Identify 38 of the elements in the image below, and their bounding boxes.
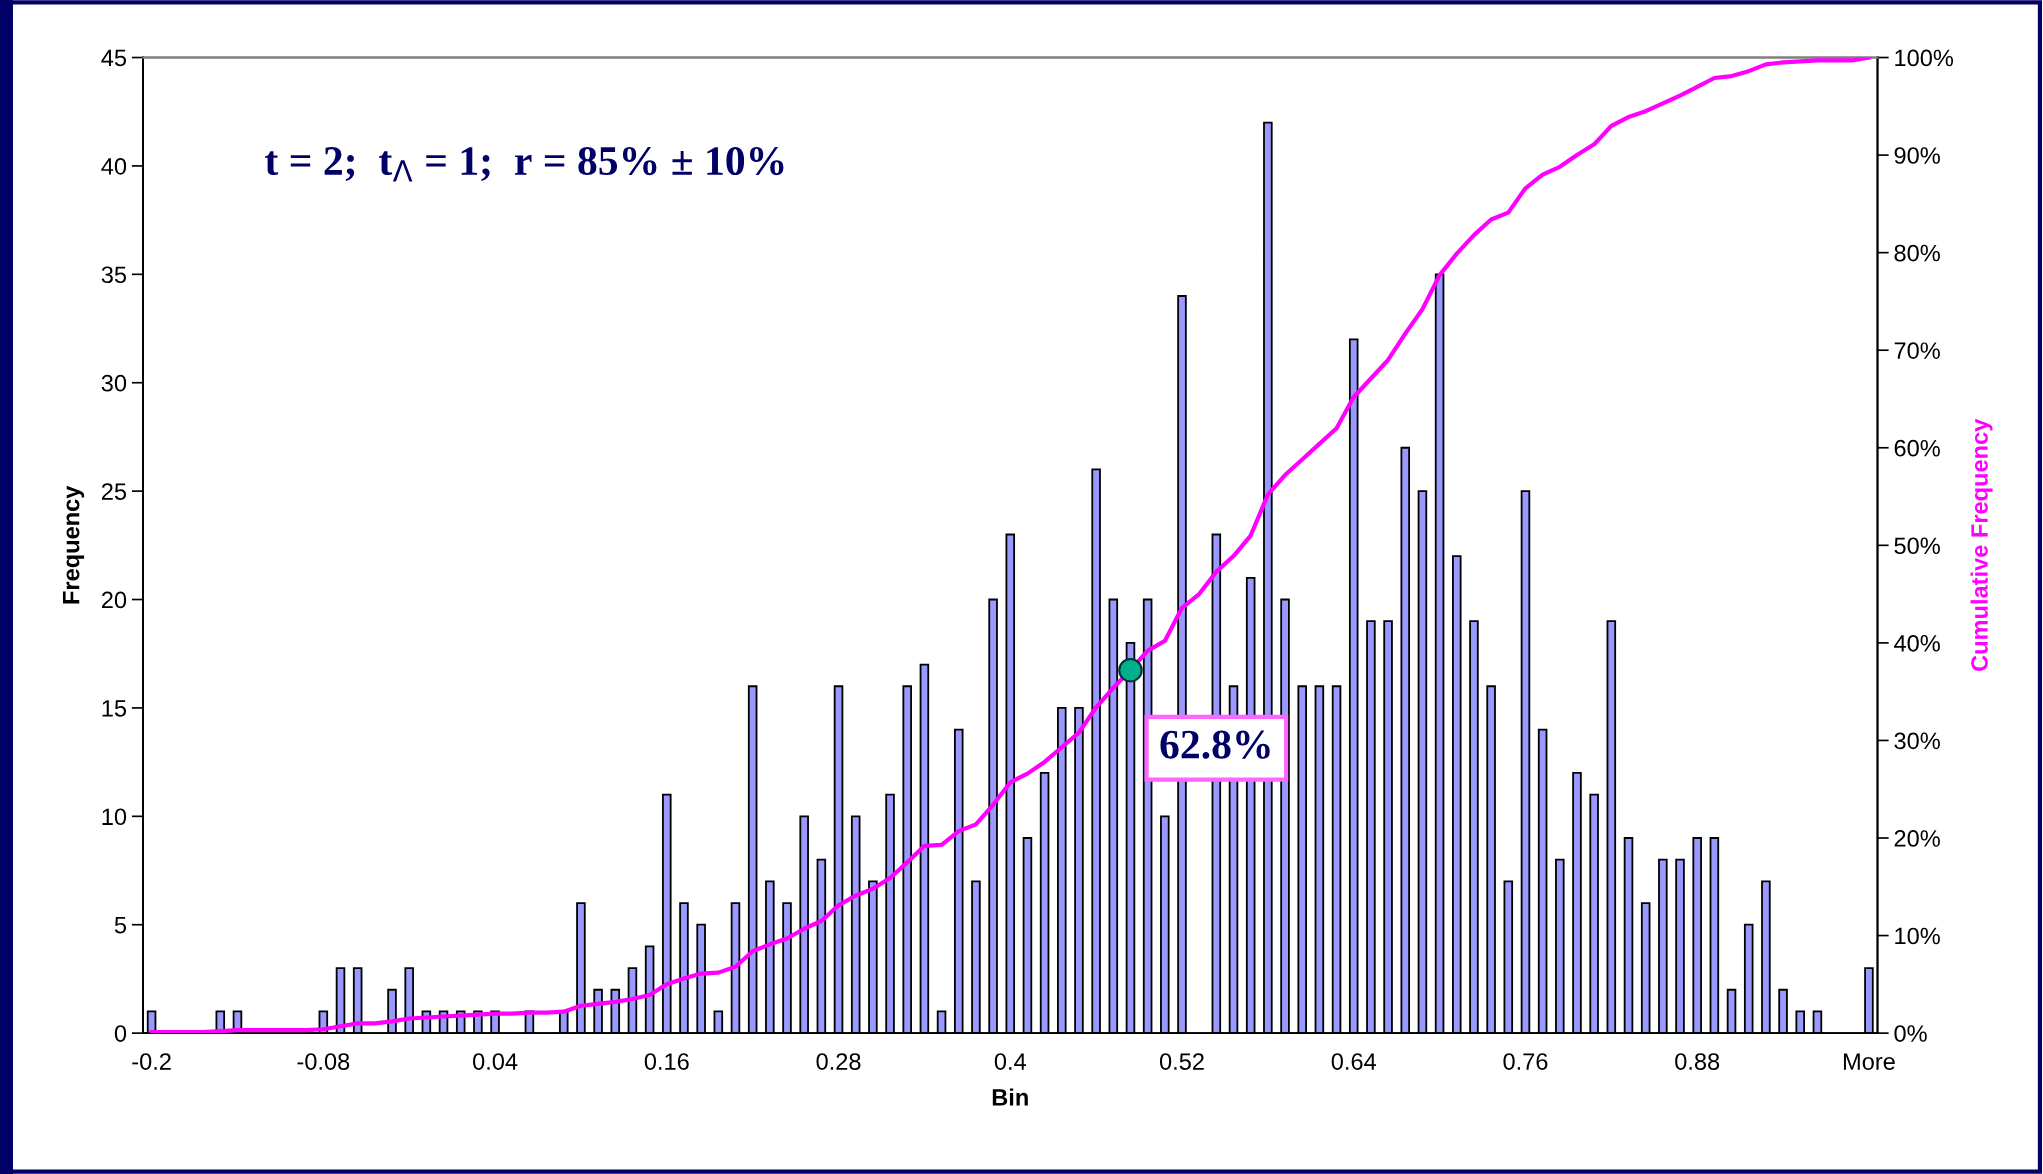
x-tick-label: 0.64 (1331, 1053, 1377, 1070)
x-tick-label: 0.52 (1159, 1053, 1204, 1070)
annotation: 62.8% (1160, 730, 1270, 759)
y-tick-label: 10 (102, 808, 127, 826)
y-tick-label: 30 (101, 374, 127, 392)
x-tick-label: 0.88 (1675, 1053, 1720, 1070)
y2-tick-label: 30% (1894, 732, 1940, 750)
x-tick-label: 0.4 (994, 1053, 1026, 1070)
y2-tick-label: 60% (1894, 439, 1940, 457)
x-tick-label: -0.2 (132, 1053, 171, 1070)
y2-tick-label: 80% (1894, 244, 1940, 262)
y2-tick-label: 40% (1894, 634, 1940, 652)
y-tick-label: 40 (101, 157, 127, 175)
y2-tick-label: 100% (1895, 49, 1954, 67)
y-tick-label: 0 (114, 1025, 127, 1042)
y-tick-label: 45 (101, 49, 127, 67)
annotation: t = 2; t$_{Λ}$ = 1; r = 85% ± 10% (265, 146, 784, 182)
y2-tick-label: 0% (1894, 1025, 1927, 1042)
x-tick-label: 0.76 (1503, 1053, 1548, 1070)
x-tick-label: -0.08 (297, 1053, 350, 1070)
y-axis-title: Frequency (62, 485, 85, 604)
y2-tick-label: 70% (1894, 342, 1940, 359)
x-tick-label: 0.28 (816, 1053, 861, 1070)
x-tick-label: 0.16 (644, 1053, 689, 1070)
y2-axis-title: Cumulative Frequency (1970, 418, 1993, 671)
y-tick-label: 15 (102, 700, 127, 717)
x-tick-label: 0.04 (473, 1053, 518, 1070)
y2-tick-label: 90% (1894, 147, 1940, 164)
y-tick-label: 20 (101, 591, 127, 609)
y2-tick-label: 20% (1894, 830, 1940, 847)
y2-tick-label: 10% (1895, 927, 1940, 945)
y-tick-label: 35 (101, 266, 127, 284)
y2-tick-label: 50% (1894, 537, 1940, 555)
y-tick-label: 25 (101, 483, 127, 500)
line-series (149, 57, 1872, 1034)
x-tick-label: More (1843, 1053, 1895, 1070)
x-axis-title: Bin (992, 1088, 1028, 1106)
y-tick-label: 5 (114, 917, 127, 934)
